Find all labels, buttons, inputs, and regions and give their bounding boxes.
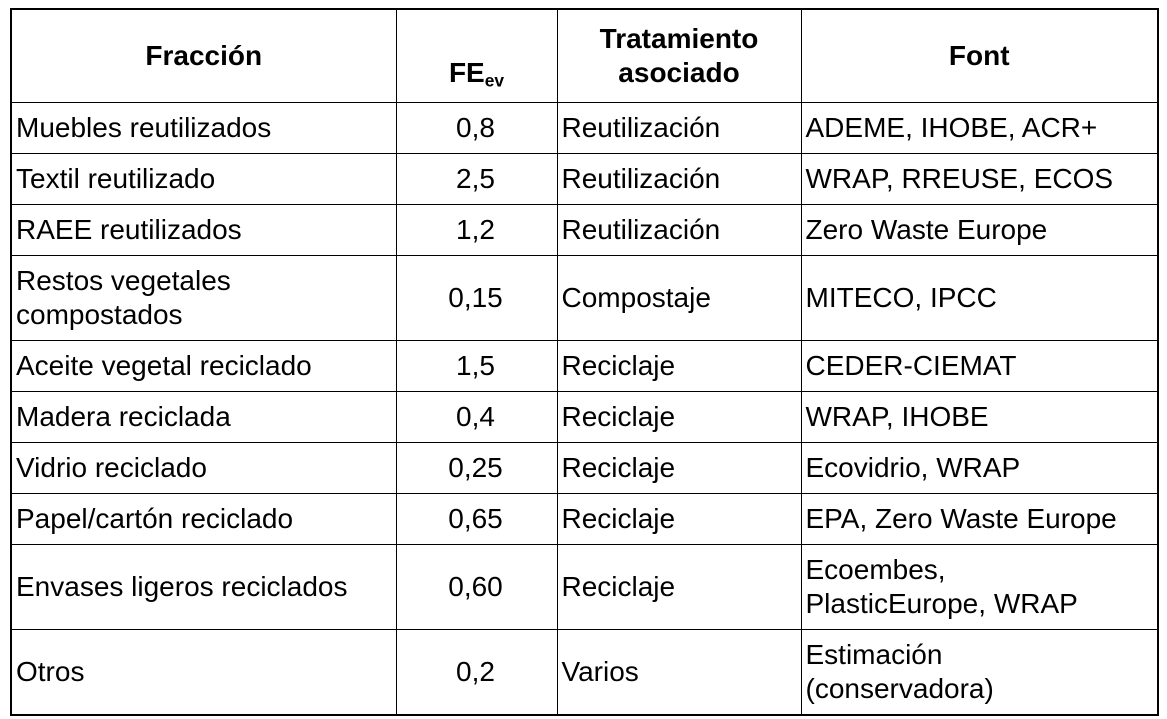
cell-font-source: Zero Waste Europe [800, 204, 1159, 256]
table-row: Textil reutilizado 2,5 Reutilización WRA… [10, 153, 1159, 205]
cell-fraccion: Envases ligeros reciclados [10, 544, 397, 630]
cell-fraccion: Vidrio reciclado [10, 442, 397, 494]
cell-fraccion: Otros [10, 629, 397, 716]
column-header-font: Font [800, 8, 1159, 103]
emission-factors-table: Fracción FEev Tratamiento asociado Font … [10, 8, 1159, 716]
fe-label: FE [448, 57, 485, 88]
table-row: Aceite vegetal reciclado 1,5 Reciclaje C… [10, 340, 1159, 392]
cell-font-source: EPA, Zero Waste Europe [800, 493, 1159, 545]
cell-font-source: WRAP, RREUSE, ECOS [800, 153, 1159, 205]
cell-fraccion: RAEE reutilizados [10, 204, 397, 256]
cell-fraccion: Aceite vegetal reciclado [10, 340, 397, 392]
table-row: RAEE reutilizados 1,2 Reutilización Zero… [10, 204, 1159, 256]
table-row: Otros 0,2 Varios Estimación (conservador… [10, 629, 1159, 716]
column-header-tratamiento: Tratamiento asociado [556, 8, 802, 103]
emission-factors-table-container: Fracción FEev Tratamiento asociado Font … [10, 8, 1159, 716]
cell-tratamiento: Reciclaje [556, 391, 802, 443]
cell-fe-value: 0,2 [395, 629, 558, 716]
cell-fe-value: 0,4 [395, 391, 558, 443]
column-header-fraccion: Fracción [10, 8, 397, 103]
table-row: Muebles reutilizados 0,8 Reutilización A… [10, 102, 1159, 154]
table-row: Madera reciclada 0,4 Reciclaje WRAP, IHO… [10, 391, 1159, 443]
cell-tratamiento: Compostaje [556, 255, 802, 341]
cell-font-source: CEDER-CIEMAT [800, 340, 1159, 392]
cell-fe-value: 0,25 [395, 442, 558, 494]
cell-font-source: Ecovidrio, WRAP [800, 442, 1159, 494]
cell-tratamiento: Reciclaje [556, 442, 802, 494]
cell-tratamiento: Reciclaje [556, 544, 802, 630]
cell-fraccion: Muebles reutilizados [10, 102, 397, 154]
cell-fe-value: 0,65 [395, 493, 558, 545]
table-row: Vidrio reciclado 0,25 Reciclaje Ecovidri… [10, 442, 1159, 494]
cell-fraccion: Textil reutilizado [10, 153, 397, 205]
cell-fe-value: 1,5 [395, 340, 558, 392]
cell-tratamiento: Reutilización [556, 204, 802, 256]
column-header-fe: FEev [395, 8, 558, 103]
table-row: Papel/cartón reciclado 0,65 Reciclaje EP… [10, 493, 1159, 545]
table-row: Envases ligeros reciclados 0,60 Reciclaj… [10, 544, 1159, 630]
cell-font-source: ADEME, IHOBE, ACR+ [800, 102, 1159, 154]
cell-font-source: Ecoembes, PlasticEurope, WRAP [800, 544, 1159, 630]
cell-tratamiento: Varios [556, 629, 802, 716]
cell-font-source: MITECO, IPCC [800, 255, 1159, 341]
cell-fraccion: Papel/cartón reciclado [10, 493, 397, 545]
cell-fraccion: Restos vegetales compostados [10, 255, 397, 341]
cell-fe-value: 0,8 [395, 102, 558, 154]
cell-tratamiento: Reutilización [556, 153, 802, 205]
fe-subscript: ev [484, 70, 505, 91]
cell-font-source: WRAP, IHOBE [800, 391, 1159, 443]
cell-fe-value: 0,60 [395, 544, 558, 630]
cell-fe-value: 2,5 [395, 153, 558, 205]
cell-tratamiento: Reciclaje [556, 493, 802, 545]
cell-tratamiento: Reciclaje [556, 340, 802, 392]
header-row: Fracción FEev Tratamiento asociado Font [10, 8, 1159, 103]
cell-fe-value: 1,2 [395, 204, 558, 256]
table-row: Restos vegetales compostados 0,15 Compos… [10, 255, 1159, 341]
cell-tratamiento: Reutilización [556, 102, 802, 154]
cell-fraccion: Madera reciclada [10, 391, 397, 443]
cell-fe-value: 0,15 [395, 255, 558, 341]
cell-font-source: Estimación (conservadora) [800, 629, 1159, 716]
